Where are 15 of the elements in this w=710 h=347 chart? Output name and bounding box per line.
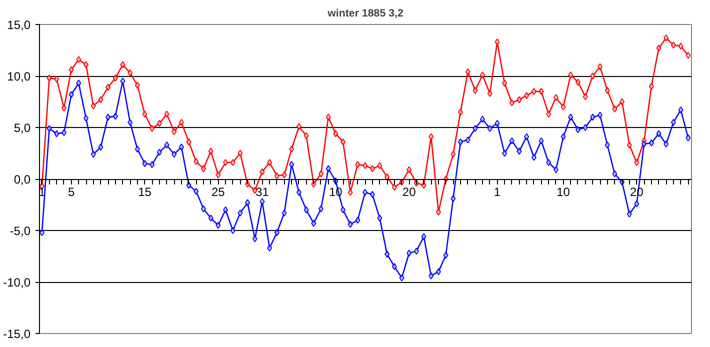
x-tick-label: 5 <box>68 185 75 199</box>
y-tick-label: 5,0 <box>14 121 31 135</box>
x-tick-label: 1 <box>494 185 501 199</box>
x-tick-label: 20 <box>402 185 416 199</box>
x-tick-label: 10 <box>556 185 570 199</box>
chart-title: winter 1885 3,2 <box>326 8 404 20</box>
y-tick-label: -15,0 <box>3 327 31 341</box>
y-tick-label: 15,0 <box>7 18 31 32</box>
y-tick-label: -10,0 <box>3 276 31 290</box>
x-tick-label: 25 <box>212 185 226 199</box>
y-tick-label: 0,0 <box>14 172 31 186</box>
y-tick-label: 10,0 <box>7 70 31 84</box>
x-tick-label: 15 <box>138 185 152 199</box>
y-tick-label: -5,0 <box>10 224 31 238</box>
x-tick-label: 31 <box>256 185 270 199</box>
